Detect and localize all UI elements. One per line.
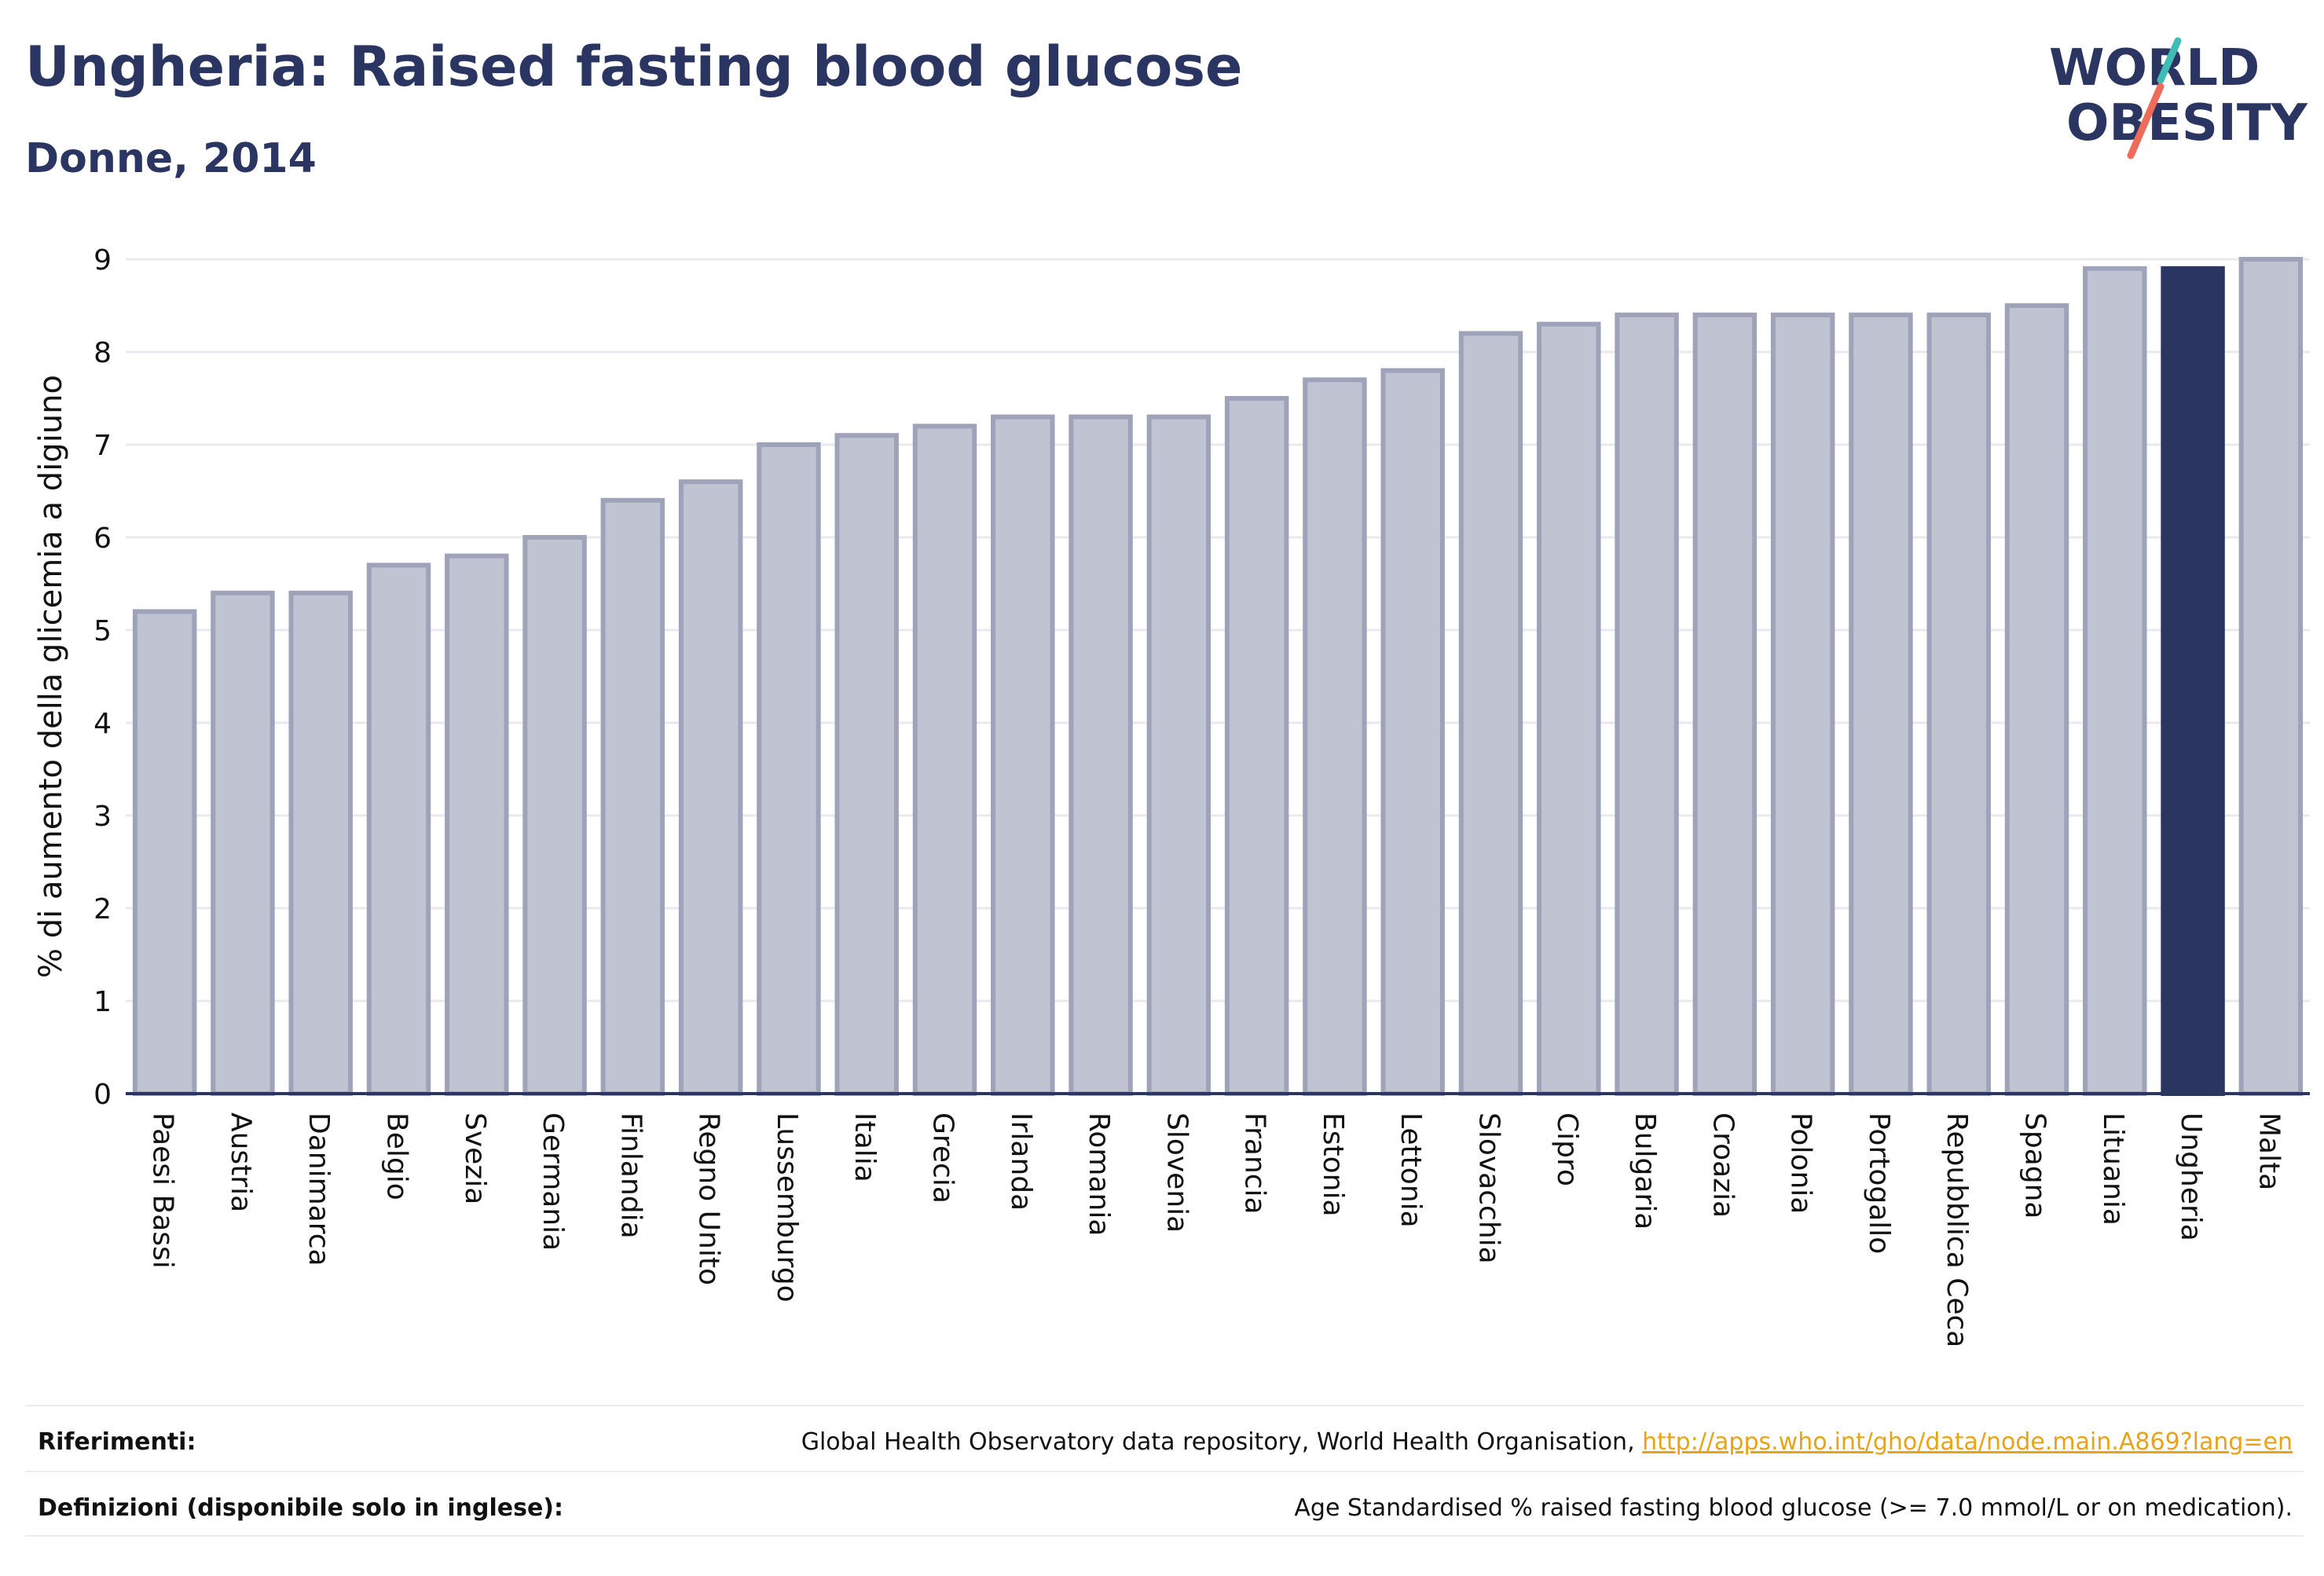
bar-irlanda xyxy=(991,414,1055,1096)
bar-repubblica-ceca xyxy=(1926,312,1991,1096)
x-tick-label: Cipro xyxy=(1551,1112,1583,1186)
y-tick-label: 7 xyxy=(93,430,112,462)
bar-svezia xyxy=(445,553,509,1096)
x-tick-label: Austria xyxy=(225,1112,257,1212)
references-source: Global Health Observatory data repositor… xyxy=(801,1428,1643,1456)
page-title: Ungheria: Raised fasting blood glucose xyxy=(25,35,1243,99)
x-tick-label: Portogallo xyxy=(1863,1112,1895,1254)
bar-malta xyxy=(2238,257,2304,1096)
y-tick-label: 3 xyxy=(93,801,112,833)
x-tick-label: Repubblica Ceca xyxy=(1941,1112,1973,1347)
bar-finlandia xyxy=(600,497,665,1096)
x-tick-label: Paesi Bassi xyxy=(147,1112,179,1269)
bar-lituania xyxy=(2083,266,2147,1096)
y-tick-label: 6 xyxy=(93,522,112,555)
bar-austria xyxy=(211,590,275,1096)
x-tick-label: Estonia xyxy=(1317,1112,1349,1217)
bar-italia xyxy=(834,433,899,1096)
logo-slash-coral xyxy=(2127,82,2165,159)
x-tick-label: Danimarca xyxy=(302,1112,335,1266)
x-tick-label: Lussemburgo xyxy=(771,1112,803,1303)
bar-polonia xyxy=(1770,312,1835,1096)
x-tick-label: Bulgaria xyxy=(1629,1112,1661,1230)
x-tick-label: Finlandia xyxy=(614,1112,647,1239)
bar-paesi-bassi xyxy=(132,609,197,1096)
definitions-label: Definizioni (disponibile solo in inglese… xyxy=(38,1494,563,1522)
bar-slovenia xyxy=(1146,414,1211,1096)
x-tick-label: Slovenia xyxy=(1160,1112,1193,1233)
bar-grecia xyxy=(912,423,977,1096)
references-text: Global Health Observatory data repositor… xyxy=(801,1428,2293,1456)
x-tick-label: Francia xyxy=(1239,1112,1271,1215)
bars xyxy=(132,257,2304,1097)
y-tick-label: 5 xyxy=(93,615,112,647)
x-tick-label: Polonia xyxy=(1785,1112,1817,1214)
x-tick-label: Belgio xyxy=(381,1112,413,1200)
y-tick-label: 9 xyxy=(93,244,112,277)
logo-text-world: WORLD xyxy=(2049,39,2260,97)
bar-portogallo xyxy=(1849,312,1913,1096)
bar-croazia xyxy=(1692,312,1758,1096)
x-tick-label: Malta xyxy=(2253,1112,2285,1190)
x-tick-label: Slovacchia xyxy=(1473,1112,1505,1264)
x-axis-ticks: Paesi Bassi Austria Danimarca Belgio Svezia G… xyxy=(147,1112,2286,1347)
x-tick-label: Spagna xyxy=(2019,1112,2051,1219)
x-tick-label: Svezia xyxy=(459,1112,491,1204)
footer-divider-middle xyxy=(25,1471,2304,1472)
y-axis-ticks: 0 1 2 3 4 5 6 7 8 9 xyxy=(93,244,112,1111)
bar-francia xyxy=(1224,396,1289,1096)
y-tick-label: 2 xyxy=(93,893,112,925)
bar-chart: 0 1 2 3 4 5 6 7 8 9 Paesi Bassi Austria Danimarca Be… xyxy=(33,244,2310,1347)
logo-text-obesity: OBESITY xyxy=(2066,94,2308,152)
bar-bulgaria xyxy=(1615,312,1679,1096)
x-tick-label: Irlanda xyxy=(1005,1112,1037,1211)
y-tick-label: 8 xyxy=(93,337,112,369)
x-tick-label: Regno Unito xyxy=(693,1112,725,1285)
page-subtitle: Donne, 2014 xyxy=(25,135,317,182)
x-tick-label: Grecia xyxy=(927,1112,959,1204)
x-tick-label: Croazia xyxy=(1706,1112,1739,1218)
bar-spagna xyxy=(2004,303,2069,1096)
world-obesity-logo: WORLD OBESITY xyxy=(2049,37,2308,159)
y-tick-label: 0 xyxy=(93,1079,112,1111)
y-tick-label: 4 xyxy=(93,708,112,740)
bar-germania xyxy=(522,535,587,1096)
x-tick-label: Germania xyxy=(537,1112,569,1251)
bar-regno-unito xyxy=(678,479,743,1096)
bar-danimarca xyxy=(288,590,353,1096)
x-tick-label: Romania xyxy=(1083,1112,1115,1236)
logo-slash-teal xyxy=(2157,37,2182,84)
bar-slovacchia xyxy=(1458,331,1523,1096)
x-tick-label: Lettonia xyxy=(1395,1112,1427,1228)
definitions-text: Age Standardised % raised fasting blood … xyxy=(1294,1494,2293,1522)
bar-ungheria xyxy=(2161,266,2225,1096)
bar-lettonia xyxy=(1380,368,1445,1097)
footer-divider-top xyxy=(25,1405,2304,1406)
footer-divider-bottom xyxy=(25,1535,2304,1537)
bar-cipro xyxy=(1537,321,1601,1097)
references-label: Riferimenti: xyxy=(38,1428,196,1456)
bar-estonia xyxy=(1303,377,1367,1096)
x-tick-label: Italia xyxy=(849,1112,881,1182)
bar-lussemburgo xyxy=(757,442,821,1096)
x-tick-label: Lituania xyxy=(2097,1112,2129,1226)
bar-belgio xyxy=(366,563,431,1096)
y-tick-label: 1 xyxy=(93,986,112,1018)
bar-romania xyxy=(1069,414,1133,1096)
references-link[interactable]: http://apps.who.int/gho/data/node.main.A… xyxy=(1642,1428,2293,1456)
y-axis-label: % di aumento della glicemia a digiuno xyxy=(33,375,69,978)
x-tick-label: Ungheria xyxy=(2175,1112,2207,1241)
